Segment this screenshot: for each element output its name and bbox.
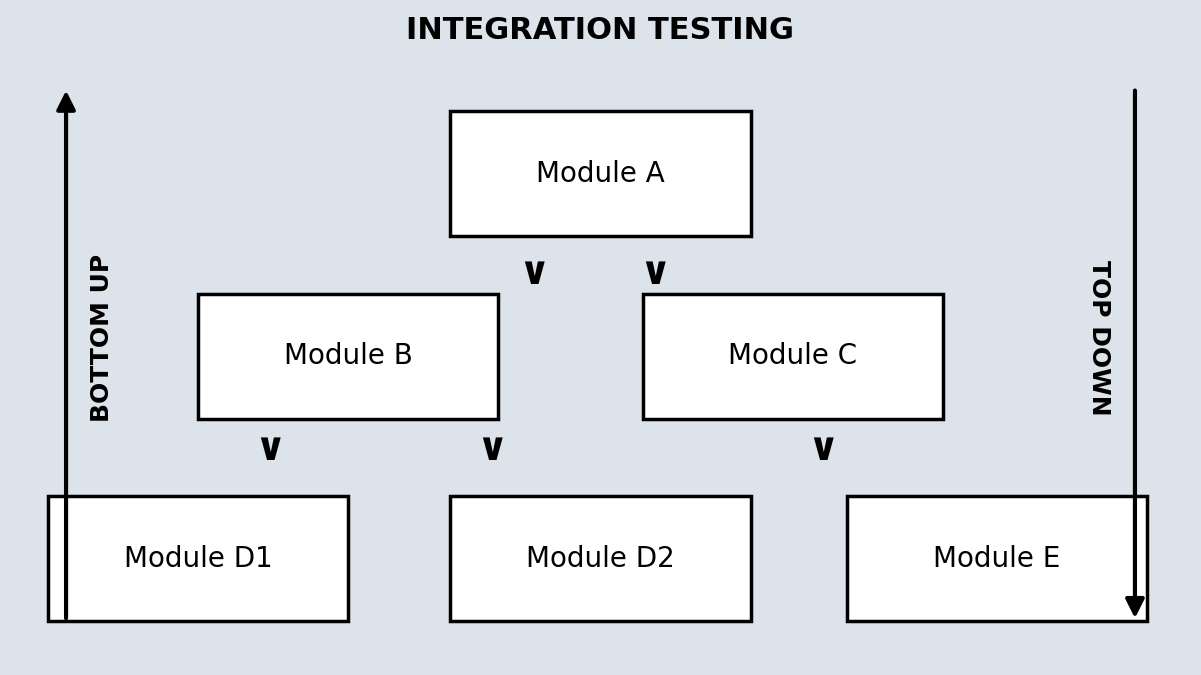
FancyBboxPatch shape: [450, 111, 751, 236]
FancyBboxPatch shape: [198, 294, 498, 418]
Text: Module C: Module C: [728, 342, 858, 370]
Text: TOP DOWN: TOP DOWN: [1087, 260, 1111, 415]
Text: Module D2: Module D2: [526, 545, 675, 572]
Text: Module D1: Module D1: [124, 545, 273, 572]
Text: ∨: ∨: [639, 254, 670, 292]
Text: ∨: ∨: [807, 430, 838, 468]
Text: ∨: ∨: [255, 430, 286, 468]
Text: BOTTOM UP: BOTTOM UP: [90, 253, 114, 422]
Text: Module E: Module E: [933, 545, 1060, 572]
Text: ∨: ∨: [477, 430, 508, 468]
Text: Module A: Module A: [536, 160, 665, 188]
FancyBboxPatch shape: [450, 496, 751, 621]
Text: ∨: ∨: [519, 254, 550, 292]
FancyBboxPatch shape: [48, 496, 348, 621]
Text: INTEGRATION TESTING: INTEGRATION TESTING: [406, 16, 795, 45]
FancyBboxPatch shape: [643, 294, 943, 418]
Text: Module B: Module B: [283, 342, 413, 370]
FancyBboxPatch shape: [847, 496, 1147, 621]
